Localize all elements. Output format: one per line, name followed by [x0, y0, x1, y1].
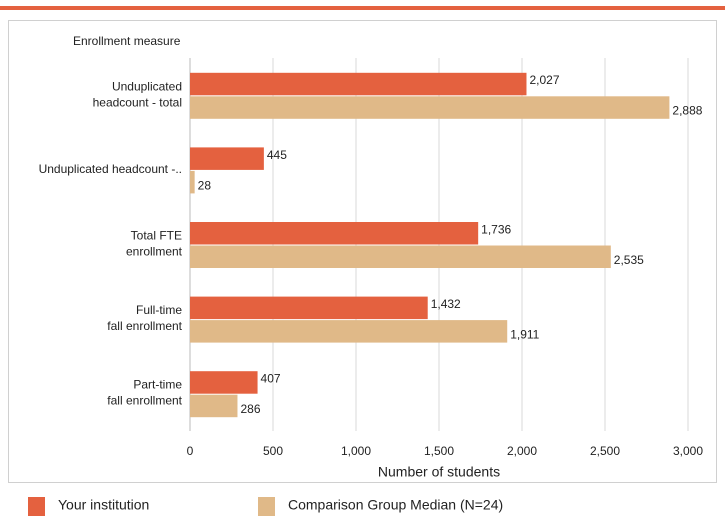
- bar: [190, 320, 508, 343]
- bar: [190, 96, 670, 119]
- bar: [190, 222, 479, 245]
- bar: [190, 371, 258, 394]
- x-tick-label: 3,000: [673, 444, 703, 458]
- value-label: 1,736: [481, 222, 511, 236]
- value-label: 407: [261, 372, 281, 386]
- x-tick-label: 500: [263, 444, 283, 458]
- value-label: 1,911: [510, 328, 539, 342]
- value-label: 2,535: [614, 253, 644, 267]
- x-tick-label: 1,000: [341, 444, 371, 458]
- bar: [190, 296, 428, 320]
- legend-label: Comparison Group Median (N=24): [288, 497, 503, 513]
- y-tick-label: Full-time fall enrollment: [107, 303, 182, 333]
- x-axis-label: Number of students: [378, 464, 500, 480]
- y-tick-label: Part-time fall enrollment: [107, 378, 182, 408]
- y-tick-label: Unduplicated headcount - total: [93, 79, 182, 109]
- y-tick-label: Unduplicated headcount -..: [39, 162, 182, 176]
- legend-swatch: [258, 497, 275, 516]
- value-label: 28: [198, 178, 212, 192]
- bar: [190, 72, 527, 96]
- y-tick-label: Total FTE enrollment: [126, 229, 183, 259]
- legend-label: Your institution: [58, 497, 149, 513]
- legend-swatch: [28, 497, 45, 516]
- bar: [190, 394, 238, 418]
- x-tick-label: 2,000: [507, 444, 537, 458]
- value-label: 1,432: [431, 297, 461, 311]
- value-label: 2,027: [529, 73, 559, 87]
- bar: [190, 245, 611, 268]
- chart-title: Enrollment measure: [73, 34, 181, 48]
- bar: [190, 170, 195, 194]
- top-rule: [0, 6, 725, 10]
- x-tick-label: 1,500: [424, 444, 454, 458]
- value-label: 2,888: [672, 104, 702, 118]
- bar: [190, 147, 264, 170]
- value-label: 445: [267, 148, 287, 162]
- x-tick-label: 2,500: [590, 444, 620, 458]
- value-label: 286: [240, 402, 260, 416]
- x-tick-label: 0: [187, 444, 194, 458]
